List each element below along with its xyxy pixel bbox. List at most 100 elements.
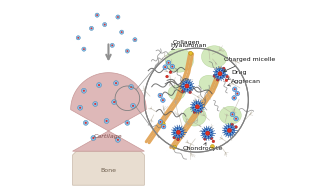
Circle shape	[160, 121, 161, 123]
Circle shape	[177, 138, 179, 141]
Circle shape	[209, 129, 211, 131]
Circle shape	[163, 126, 165, 128]
Circle shape	[218, 72, 222, 76]
Circle shape	[82, 47, 86, 51]
Circle shape	[117, 16, 119, 18]
Circle shape	[233, 87, 237, 91]
Circle shape	[115, 137, 120, 142]
Circle shape	[231, 123, 234, 126]
Circle shape	[159, 94, 161, 96]
Circle shape	[198, 103, 200, 105]
Circle shape	[97, 83, 101, 88]
Circle shape	[161, 122, 165, 126]
Circle shape	[130, 103, 136, 108]
Circle shape	[166, 60, 171, 65]
Text: Aggrecan: Aggrecan	[228, 79, 261, 86]
Ellipse shape	[165, 49, 194, 72]
Circle shape	[204, 138, 206, 140]
Circle shape	[162, 99, 164, 101]
Circle shape	[91, 27, 92, 29]
Circle shape	[189, 87, 191, 89]
Circle shape	[171, 66, 173, 67]
Circle shape	[196, 102, 197, 104]
Circle shape	[232, 129, 234, 131]
Circle shape	[83, 48, 85, 50]
Circle shape	[216, 74, 217, 75]
Circle shape	[234, 88, 236, 90]
Circle shape	[173, 145, 176, 149]
Circle shape	[78, 105, 83, 110]
Circle shape	[187, 89, 189, 91]
Circle shape	[210, 132, 212, 133]
Circle shape	[176, 130, 181, 134]
Circle shape	[211, 145, 214, 148]
Circle shape	[234, 116, 238, 121]
Circle shape	[129, 84, 134, 89]
Text: Hyaluronan: Hyaluronan	[170, 43, 206, 48]
Circle shape	[161, 98, 165, 102]
Text: Chondrocyte: Chondrocyte	[183, 143, 223, 151]
Ellipse shape	[202, 46, 227, 68]
Circle shape	[185, 84, 189, 88]
Circle shape	[232, 113, 234, 115]
Circle shape	[98, 84, 100, 86]
Circle shape	[180, 128, 181, 130]
Circle shape	[104, 24, 106, 26]
Circle shape	[217, 76, 219, 78]
Circle shape	[223, 72, 225, 74]
Circle shape	[125, 120, 130, 125]
Circle shape	[230, 112, 235, 117]
Text: Drug: Drug	[228, 70, 247, 79]
Circle shape	[235, 126, 237, 128]
Circle shape	[167, 62, 169, 64]
Text: Charged micelle: Charged micelle	[224, 57, 275, 72]
Circle shape	[233, 97, 235, 99]
Circle shape	[173, 136, 175, 139]
Circle shape	[225, 79, 228, 82]
Circle shape	[200, 105, 202, 107]
Circle shape	[184, 88, 186, 90]
Text: Collagen: Collagen	[172, 40, 201, 50]
Circle shape	[94, 103, 96, 105]
Text: Cartilage: Cartilage	[94, 134, 123, 139]
Circle shape	[193, 104, 195, 106]
Circle shape	[199, 108, 201, 110]
Circle shape	[76, 36, 80, 40]
Circle shape	[181, 131, 183, 132]
Circle shape	[89, 26, 93, 30]
Circle shape	[193, 111, 196, 113]
Circle shape	[182, 86, 184, 88]
Circle shape	[110, 43, 114, 47]
Circle shape	[232, 132, 234, 133]
Circle shape	[96, 14, 98, 16]
Circle shape	[226, 75, 228, 78]
Circle shape	[111, 44, 113, 46]
Circle shape	[170, 64, 174, 69]
Circle shape	[113, 101, 115, 103]
Ellipse shape	[219, 106, 241, 124]
Circle shape	[226, 127, 227, 129]
Circle shape	[195, 105, 199, 109]
Circle shape	[221, 70, 223, 72]
Circle shape	[91, 136, 96, 140]
Circle shape	[210, 137, 213, 140]
Circle shape	[235, 91, 240, 96]
Circle shape	[205, 135, 207, 137]
Circle shape	[182, 90, 184, 92]
Circle shape	[169, 71, 172, 74]
Circle shape	[185, 81, 187, 83]
Circle shape	[133, 38, 137, 42]
Circle shape	[166, 75, 168, 78]
Circle shape	[189, 91, 191, 94]
Circle shape	[189, 51, 193, 55]
Circle shape	[205, 131, 210, 135]
Circle shape	[126, 122, 129, 124]
Circle shape	[216, 78, 219, 81]
Circle shape	[194, 109, 196, 111]
Circle shape	[178, 135, 180, 137]
Circle shape	[158, 120, 163, 124]
Circle shape	[106, 120, 108, 122]
Circle shape	[164, 66, 166, 68]
Polygon shape	[72, 151, 145, 185]
Circle shape	[112, 100, 117, 105]
